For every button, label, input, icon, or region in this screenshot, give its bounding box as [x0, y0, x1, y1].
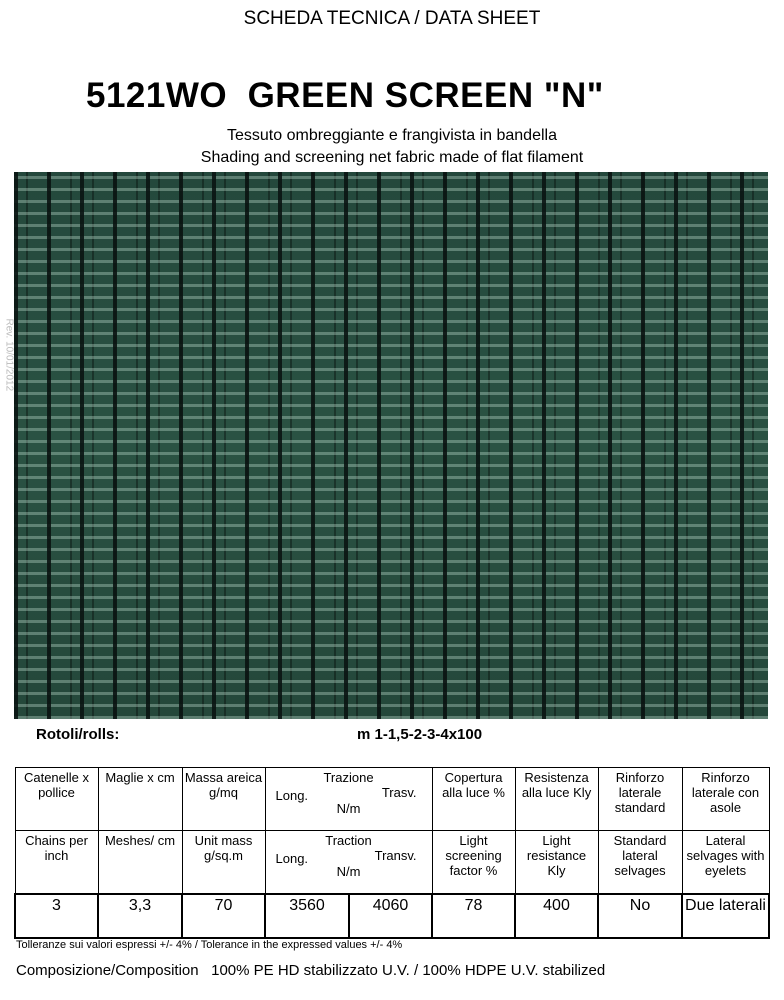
header-cell: Catenelle x pollice — [14, 767, 99, 831]
composition-label: Composizione/Composition — [16, 962, 199, 979]
long-label: Long. — [275, 851, 309, 866]
product-title: 5121WO GREEN SCREEN "N" — [86, 76, 604, 115]
subtitle-italian: Tessuto ombreggiante e frangivista in ba… — [227, 127, 557, 144]
header-cell: Light screening factor % — [431, 830, 516, 895]
traction-label: Traction — [325, 833, 372, 848]
unit-label: N/m — [336, 864, 361, 879]
value-cell: 3 — [14, 893, 99, 939]
header-cell: Resistenza alla luce Kly — [514, 767, 599, 831]
revision-date: Rev. 10/01/2012 — [3, 318, 15, 392]
header-cell: Unit mass g/sq.m — [181, 830, 266, 895]
subtitle-english: Shading and screening net fabric made of… — [200, 149, 584, 166]
header-cell: Rinforzo laterale standard — [597, 767, 683, 831]
spec-table: Catenelle x pollice Maglie x cm Massa ar… — [14, 767, 771, 939]
header-cell: Massa areica g/mq — [181, 767, 266, 831]
tolerance-note: Tolleranze sui valori espressi +/- 4% / … — [16, 939, 403, 951]
values-row: 3 3,3 70 3560 4060 78 400 No Due lateral… — [14, 893, 771, 939]
header-row-italian: Catenelle x pollice Maglie x cm Massa ar… — [14, 767, 770, 831]
composition-value: 100% PE HD stabilizzato U.V. / 100% HDPE… — [211, 962, 606, 979]
value-cell: No — [597, 893, 684, 939]
header-cell: Chains per inch — [14, 830, 99, 895]
header-cell: Light resistance Kly — [514, 830, 599, 895]
transv-label: Trasv. — [381, 785, 417, 800]
traction-label: Trazione — [323, 770, 374, 785]
composition: Composizione/Composition 100% PE HD stab… — [16, 962, 605, 979]
value-cell: 70 — [181, 893, 266, 939]
header-cell: Meshes/ cm — [97, 830, 183, 895]
fabric-photo — [14, 172, 768, 719]
header-cell: Maglie x cm — [97, 767, 183, 831]
unit-label: N/m — [336, 801, 361, 816]
header-cell-traction: Traction Long. Transv. N/m — [264, 830, 433, 895]
rolls-value: m 1-1,5-2-3-4x100 — [357, 726, 483, 743]
rolls-label: Rotoli/rolls: — [36, 726, 120, 743]
header-cell: Lateral selvages with eyelets — [681, 830, 770, 895]
header-cell: Copertura alla luce % — [431, 767, 516, 831]
header-cell: Standard lateral selvages — [597, 830, 683, 895]
header-cell-traction: Trazione Long. Trasv. N/m — [264, 767, 433, 831]
sheet-header: SCHEDA TECNICA / DATA SHEET — [243, 8, 541, 29]
value-cell: 3560 — [264, 893, 350, 939]
header-row-english: Chains per inch Meshes/ cm Unit mass g/s… — [14, 830, 770, 895]
value-cell: Due laterali — [681, 893, 771, 939]
long-label: Long. — [275, 788, 309, 803]
value-cell: 3,3 — [97, 893, 183, 939]
header-cell: Rinforzo laterale con asole — [681, 767, 770, 831]
value-cell: 400 — [514, 893, 600, 939]
transv-label: Transv. — [374, 848, 417, 863]
value-cell: 4060 — [347, 893, 434, 939]
value-cell: 78 — [431, 893, 517, 939]
